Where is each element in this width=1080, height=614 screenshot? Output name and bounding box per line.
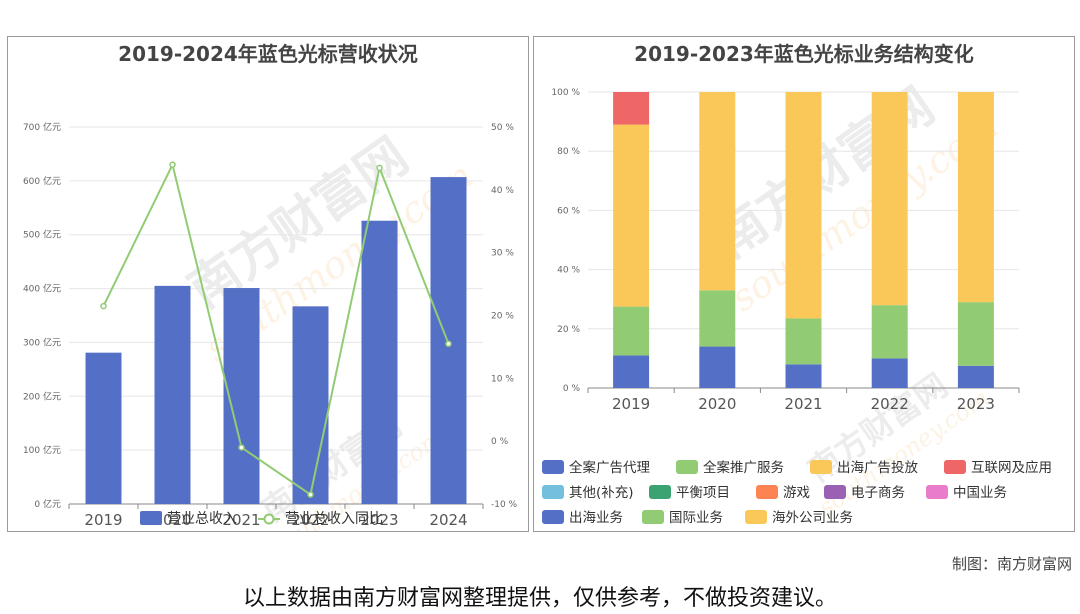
stacked-bar-segment: [699, 346, 736, 388]
x-tick-label: 2023: [957, 395, 995, 413]
legend-label: 游戏: [783, 485, 810, 501]
x-tick-label: 2022: [871, 395, 909, 413]
stacked-bar-segment: [785, 318, 822, 365]
yoy-point: [445, 340, 452, 348]
yoy-point: [376, 164, 383, 172]
x-tick-label: 2020: [698, 395, 736, 413]
legend-label: 海外公司业务: [772, 510, 853, 526]
legend-swatch: [756, 485, 778, 499]
revenue-chart: 南方财富网southmoney.com南方财富网southmoney.com20…: [23, 42, 518, 531]
revenue-chart-panel: 南方财富网 southmoney.com 南方财富网 southmoney.com 20…: [7, 36, 529, 532]
yoy-point: [100, 302, 107, 310]
x-tick-label: 2019: [612, 395, 650, 413]
revenue-bar: [361, 220, 398, 504]
legend-swatch: [745, 510, 767, 524]
stacked-bar-segment: [613, 92, 650, 125]
business-structure-chart-panel: 南方财富网 southmoney.com 南方财富网 southmoney.com 20…: [533, 36, 1075, 532]
legend-swatch: [542, 485, 564, 499]
y-right-tick-label: 0 %: [491, 437, 509, 447]
y-right-tick-label: 50 %: [491, 123, 514, 133]
stacked-bar-segment: [785, 364, 822, 388]
y-tick-label: 80 %: [557, 147, 580, 157]
legend-label-revenue: 营业总收入: [167, 511, 237, 527]
legend-swatch: [649, 485, 671, 499]
y-left-tick-label: 300 亿元: [23, 336, 61, 348]
legend-label: 互联网及应用: [971, 459, 1052, 476]
x-tick-label: 2020: [153, 511, 191, 529]
stacked-bar-segment: [613, 355, 650, 388]
legend-swatch: [542, 510, 564, 524]
stacked-bar-segment: [957, 92, 994, 303]
legend-swatch-yoy-marker: [263, 513, 275, 525]
legend-swatch: [642, 510, 664, 524]
x-tick-label: 2019: [84, 511, 122, 529]
y-left-tick-label: 500 亿元: [23, 229, 61, 241]
legend-label: 中国业务: [953, 485, 1007, 501]
stacked-bar-segment: [871, 305, 908, 359]
chart-title: 2019-2023年蓝色光标业务结构变化: [634, 42, 974, 66]
x-tick-label: 2021: [784, 395, 822, 413]
yoy-point: [307, 491, 314, 498]
y-tick-label: 100 %: [551, 88, 580, 98]
legend-label: 平衡项目: [676, 485, 730, 501]
y-right-tick-label: -10 %: [491, 500, 518, 510]
revenue-bar: [292, 306, 329, 504]
legend-label-yoy: 营业总收入同比: [285, 511, 383, 527]
x-tick-label: 2021: [222, 511, 260, 529]
y-left-tick-label: 600 亿元: [23, 175, 61, 187]
legend-label: 电子商务: [851, 485, 905, 501]
legend-swatch: [676, 460, 698, 474]
chart-title: 2019-2024年蓝色光标营收状况: [118, 42, 418, 66]
yoy-line: [102, 161, 450, 497]
revenue-bar: [154, 285, 191, 504]
y-right-tick-label: 40 %: [491, 186, 514, 196]
y-tick-label: 20 %: [557, 325, 580, 335]
legend-label: 其他(补充): [569, 485, 634, 501]
legend-label: 出海广告投放: [837, 460, 918, 476]
stacked-bar-segment: [699, 290, 736, 347]
legend-label: 全案推广服务: [703, 459, 784, 476]
stacked-bar-segment: [613, 306, 650, 356]
y-left-tick-label: 100 亿元: [23, 444, 61, 456]
legend-swatch-revenue: [140, 511, 162, 525]
stacked-bar-segment: [613, 124, 650, 307]
y-left-tick-label: 0 亿元: [34, 498, 61, 510]
x-tick-label: 2023: [360, 511, 398, 529]
y-tick-label: 60 %: [557, 206, 580, 216]
y-right-tick-label: 10 %: [491, 374, 514, 384]
y-left-tick-label: 200 亿元: [23, 390, 61, 402]
yoy-point: [169, 161, 176, 168]
stacked-bar-segment: [957, 365, 994, 388]
legend-swatch: [926, 485, 948, 499]
legend-label: 国际业务: [669, 510, 723, 526]
business-structure-chart: 南方财富网southmoney.com南方财富网southmoney.com20…: [542, 42, 1052, 526]
legend-swatch: [944, 460, 966, 474]
legend-label: 出海业务: [569, 510, 623, 526]
y-tick-label: 40 %: [557, 266, 580, 276]
stacked-bar-segment: [957, 302, 994, 366]
legend-swatch: [542, 460, 564, 474]
x-tick-label: 2024: [429, 511, 467, 529]
legend-swatch: [810, 460, 832, 474]
x-tick-label: 2022: [291, 511, 329, 529]
y-right-tick-label: 30 %: [491, 249, 514, 259]
y-right-tick-label: 20 %: [491, 312, 514, 322]
yoy-point: [238, 444, 245, 451]
stacked-bar-segment: [871, 92, 908, 306]
y-left-tick-label: 700 亿元: [23, 121, 61, 133]
legend-swatch: [824, 485, 846, 499]
revenue-bar: [85, 352, 122, 504]
y-tick-label: 0 %: [563, 384, 581, 394]
stacked-bar-segment: [699, 92, 736, 291]
stacked-bar-segment: [785, 92, 822, 319]
y-left-tick-label: 400 亿元: [23, 283, 61, 295]
chart-credit: 制图：南方财富网: [951, 555, 1072, 573]
legend-label: 全案广告代理: [569, 459, 650, 476]
stacked-bar-segment: [871, 358, 908, 388]
disclaimer: 以上数据由南方财富网整理提供，仅供参考，不做投资建议。: [242, 586, 837, 611]
